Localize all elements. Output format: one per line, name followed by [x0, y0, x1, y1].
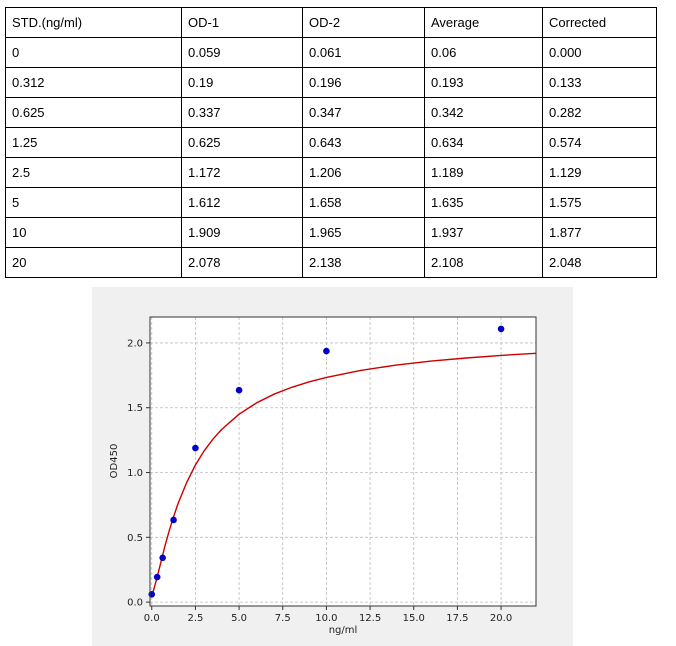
x-axis-label: ng/ml — [329, 625, 358, 636]
y-axis-label: OD450 — [109, 444, 120, 479]
data-point — [170, 516, 177, 524]
table-cell: 0.625 — [181, 127, 303, 158]
table-row: 2.5 1.172 1.206 1.189 1.129 — [5, 157, 657, 188]
y-tick-label: 2.0 — [127, 338, 143, 349]
table-cell: 1.172 — [181, 157, 303, 188]
table-cell: 2.5 — [5, 157, 182, 188]
fit-curve — [151, 352, 537, 598]
table-cell: 0.000 — [542, 37, 657, 68]
column-header: OD-1 — [181, 7, 303, 38]
table-cell: 0.06 — [424, 37, 543, 68]
plot-frame — [149, 316, 537, 607]
table-cell: 2.138 — [302, 247, 425, 278]
table-cell: 1.937 — [424, 217, 543, 248]
table-cell: 0.193 — [424, 67, 543, 98]
table-cell: 1.189 — [424, 157, 543, 188]
table-cell: 0 — [5, 37, 182, 68]
table-cell: 5 — [5, 187, 182, 218]
table-cell: 0.643 — [302, 127, 425, 158]
y-tick-label: 1.5 — [127, 403, 143, 414]
data-point — [497, 325, 505, 333]
table-cell: 1.877 — [542, 217, 657, 248]
x-tick-label: 5.0 — [231, 613, 247, 624]
table-cell: 10 — [5, 217, 182, 248]
table-cell: 1.658 — [302, 187, 425, 218]
table-cell: 0.347 — [302, 97, 425, 128]
x-tick-label: 17.5 — [446, 613, 468, 624]
y-tick-label: 0.5 — [127, 533, 143, 544]
x-tick-label: 7.5 — [275, 613, 291, 624]
tick-layer: 0.0 2.5 5.0 7.5 10.0 12.5 15.0 17.5 20.0 0.0 0.5 1.… — [127, 338, 512, 624]
table-cell: 0.059 — [181, 37, 303, 68]
data-point — [235, 386, 243, 394]
x-tick-label: 2.5 — [187, 613, 203, 624]
table-cell: 2.078 — [181, 247, 303, 278]
table-cell: 1.612 — [181, 187, 303, 218]
table-row: 5 1.612 1.658 1.635 1.575 — [5, 187, 657, 218]
column-header: STD.(ng/ml) — [5, 7, 182, 38]
y-tick-label: 0.0 — [127, 598, 143, 609]
table-cell: 0.196 — [302, 67, 425, 98]
x-tick-label: 20.0 — [490, 613, 512, 624]
table-row: 1.25 0.625 0.643 0.634 0.574 — [5, 127, 657, 158]
table-cell: 0.19 — [181, 67, 303, 98]
table-row: 10 1.909 1.965 1.937 1.877 — [5, 217, 657, 248]
column-header: OD-2 — [302, 7, 425, 38]
table-cell: 0.061 — [302, 37, 425, 68]
data-point — [148, 591, 156, 598]
table-header-row: STD.(ng/ml) OD-1 OD-2 Average Corrected — [5, 7, 657, 38]
table-cell: 0.574 — [542, 127, 657, 158]
table-cell: 1.25 — [5, 127, 182, 158]
table-cell: 1.575 — [542, 187, 657, 218]
table-cell: 0.312 — [5, 67, 182, 98]
table-cell: 1.635 — [424, 187, 543, 218]
table-row: 0 0.059 0.061 0.06 0.000 — [5, 37, 657, 68]
x-tick-label: 0.0 — [144, 613, 160, 624]
table-row: 0.625 0.337 0.347 0.342 0.282 — [5, 97, 657, 128]
chart-svg: 0.0 2.5 5.0 7.5 10.0 12.5 15.0 17.5 20.0 0.0 0.5 1.… — [109, 316, 537, 636]
data-point — [153, 573, 161, 581]
table-row: 20 2.078 2.138 2.108 2.048 — [5, 247, 657, 278]
column-header: Corrected — [542, 7, 657, 38]
table-row: 0.312 0.19 0.196 0.193 0.133 — [5, 67, 657, 98]
table-cell: 1.206 — [302, 157, 425, 188]
table-cell: 2.048 — [542, 247, 657, 278]
column-header: Average — [424, 7, 543, 38]
data-point — [159, 554, 166, 562]
table-cell: 0.634 — [424, 127, 543, 158]
x-tick-label: 12.5 — [359, 613, 381, 624]
plot-area — [150, 317, 536, 606]
table-cell: 2.108 — [424, 247, 543, 278]
table-cell: 1.129 — [542, 157, 657, 188]
x-tick-label: 10.0 — [315, 613, 337, 624]
y-tick-label: 1.0 — [127, 468, 143, 479]
table-cell: 0.282 — [542, 97, 657, 128]
table-cell: 1.965 — [302, 217, 425, 248]
grid-layer — [150, 317, 536, 606]
table-cell: 20 — [5, 247, 182, 278]
table-cell: 0.625 — [5, 97, 182, 128]
table-cell: 1.909 — [181, 217, 303, 248]
data-point — [192, 444, 199, 452]
table-cell: 0.133 — [542, 67, 657, 98]
point-layer — [148, 325, 505, 598]
standard-curve-chart: 0.0 2.5 5.0 7.5 10.0 12.5 15.0 17.5 20.0 0.0 0.5 1.… — [92, 287, 573, 646]
table-cell: 0.337 — [181, 97, 303, 128]
data-point — [323, 347, 330, 355]
standard-data-table: STD.(ng/ml) OD-1 OD-2 Average Corrected 0 0.0… — [5, 7, 657, 278]
x-tick-label: 15.0 — [403, 613, 425, 624]
table-cell: 0.342 — [424, 97, 543, 128]
